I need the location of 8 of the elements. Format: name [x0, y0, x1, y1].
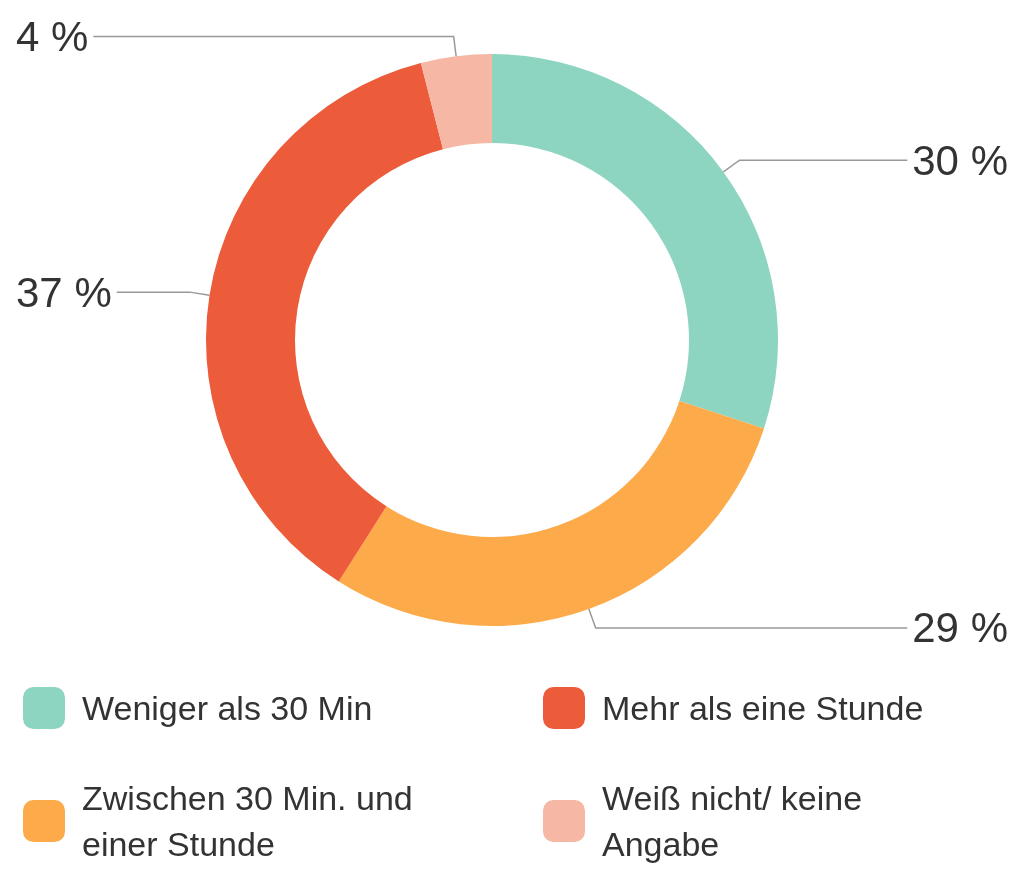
- data-label: 37 %: [16, 268, 112, 316]
- data-label: 4 %: [16, 12, 89, 60]
- data-label: 30 %: [912, 136, 1008, 184]
- legend-label: Weiß nicht/ keine Angabe: [602, 779, 872, 863]
- legend-label: Mehr als eine Stunde: [602, 689, 924, 727]
- legend-label: Zwischen 30 Min. und einer Stunde: [82, 779, 423, 863]
- data-label: 29 %: [912, 604, 1008, 652]
- legend-label: Weniger als 30 Min: [82, 689, 373, 727]
